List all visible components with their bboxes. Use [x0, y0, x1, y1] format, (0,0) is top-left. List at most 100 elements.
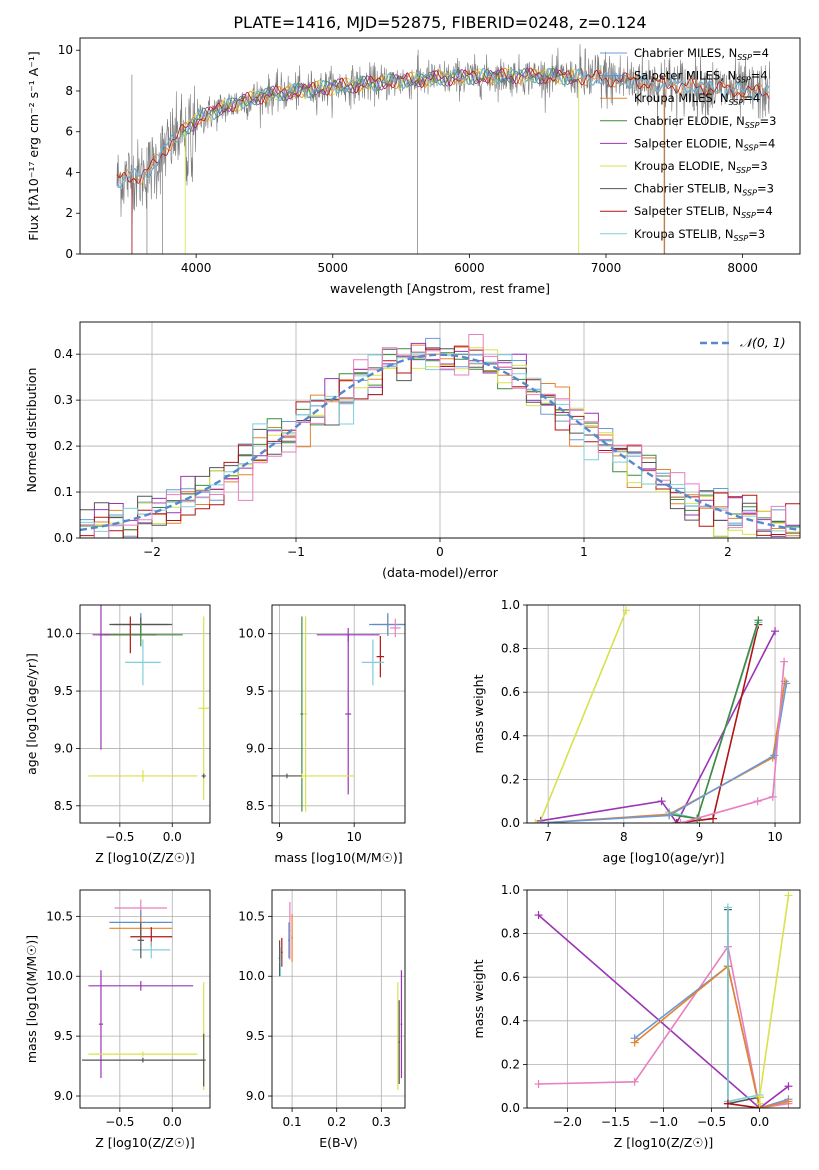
normal-curve — [80, 353, 800, 532]
y-tick-label: 0.0 — [501, 1101, 520, 1115]
y-tick-label: 9.0 — [246, 1089, 265, 1103]
errorbar-point — [361, 639, 385, 686]
x-tick-label: 0.0 — [163, 1115, 182, 1129]
y-tick-label: 10.0 — [46, 627, 73, 641]
axes-frame — [79, 889, 211, 1109]
x-tick-label: 4000 — [181, 261, 212, 275]
x-tick-label: 1 — [580, 545, 588, 559]
x-tick-label: 0.2 — [327, 1115, 346, 1129]
x-tick-label: 10 — [347, 830, 362, 844]
errorbar-point — [88, 770, 198, 782]
y-tick-label: 0.1 — [54, 485, 73, 499]
panel-mass_vs_EBV: 0.1 0.2 0.3 9.0 9.5 10.0 10.5 E(B-V) — [238, 889, 406, 1150]
x-tick-label: 0.3 — [372, 1115, 391, 1129]
x-tick-label: −1 — [287, 545, 305, 559]
errorbar-point — [280, 937, 283, 967]
model-spectrum-line — [182, 67, 579, 135]
legend-entry-0: Chabrier MILES, NSSP=4 — [634, 46, 769, 62]
x-tick-label: 0.0 — [163, 830, 182, 844]
y-tick-label: 9.5 — [246, 684, 265, 698]
series-line — [727, 909, 760, 1105]
errorbar-point — [125, 639, 161, 686]
y-axis-label: Normed distribution — [24, 368, 39, 493]
histogram-step — [80, 347, 800, 538]
axes-frame — [526, 604, 801, 824]
axes-frame — [79, 37, 801, 255]
axes-frame — [526, 889, 801, 1109]
errorbar-point — [98, 623, 183, 647]
axes-frame — [271, 889, 406, 1109]
x-axis-label: age [log10(age/yr)] — [603, 850, 725, 865]
panel-spectrum: 4000 5000 6000 7000 8000 0 2 4 6 8 10 wavelength [A… — [26, 37, 801, 296]
errorbar-point — [132, 941, 171, 959]
series-line — [676, 624, 760, 823]
series-line — [727, 907, 760, 1103]
errorbar-point — [300, 616, 304, 812]
errorbar-point — [88, 981, 194, 991]
model-spectrum-line — [116, 67, 770, 189]
mass-weight-series — [665, 618, 763, 823]
errorbar-point — [369, 613, 405, 636]
y-tick-label: 0.0 — [501, 816, 520, 830]
y-tick-label: 9.5 — [54, 1029, 73, 1043]
x-axis-label: E(B-V) — [319, 1135, 358, 1150]
y-axis-label: mass [log10(M/M☉)] — [24, 935, 39, 1063]
x-tick-label: 0.0 — [750, 1115, 769, 1129]
mass-weight-series — [665, 616, 763, 823]
y-tick-label: 0.2 — [501, 772, 520, 786]
x-axis-label: wavelength [Angstrom, rest frame] — [330, 281, 550, 296]
errorbar-point — [82, 1057, 204, 1063]
y-tick-label: 0.0 — [54, 531, 73, 545]
y-axis-label: age [log10(age/yr)] — [24, 653, 39, 775]
panel-cum_mass_vs_Z: −2.0 −1.5 −1.0 −0.5 0.0 0.0 0.2 0.4 0.6 0.8 1.0 Z [… — [471, 883, 801, 1150]
errorbar-point — [396, 982, 399, 1091]
panel-residuals: −2 −1 0 1 2 0.0 0.1 0.2 0.3 0.4 (data-model)/error… — [24, 321, 801, 580]
y-axis-label: Flux [fλ10⁻¹⁷ erg cm⁻² s⁻¹ A⁻¹] — [26, 51, 41, 240]
y-axis-label: mass weight — [471, 674, 486, 753]
plot-area — [531, 606, 791, 823]
axes-frame — [271, 604, 406, 824]
errorbar-point — [92, 605, 110, 750]
x-tick-label: −0.5 — [697, 1115, 726, 1129]
y-tick-label: 10.0 — [238, 627, 265, 641]
x-axis-label: mass [log10(M/M☉)] — [274, 850, 402, 865]
mass-weight-series — [723, 905, 764, 1108]
y-tick-label: 0.3 — [54, 393, 73, 407]
x-tick-label: 8 — [620, 830, 628, 844]
x-tick-label: 0.1 — [283, 1115, 302, 1129]
legend-entry-2: Kroupa MILES, NSSP=4 — [634, 91, 760, 107]
y-tick-label: 8.5 — [246, 799, 265, 813]
errorbar-point — [201, 1033, 206, 1087]
mass-weight-series — [534, 911, 793, 1108]
legend-entry-normal: 𝒩(0, 1) — [740, 335, 786, 350]
y-tick-label: 0.4 — [54, 347, 73, 361]
x-tick-label: 2 — [724, 545, 732, 559]
y-axis-label: mass weight — [471, 959, 486, 1038]
x-tick-label: 8000 — [727, 261, 758, 275]
panel-mass_vs_Z: −0.5 0.0 9.0 9.5 10.0 10.5 Z [log10(Z/Z☉)] mass… — [24, 889, 211, 1150]
legend-entry-3: Chabrier ELODIE, NSSP=3 — [634, 114, 776, 130]
axes-frame — [79, 604, 211, 824]
y-tick-label: 9.5 — [246, 1029, 265, 1043]
mass-weight-series — [531, 606, 631, 823]
legend-entry-7: Salpeter STELIB, NSSP=4 — [634, 204, 773, 220]
model-spectrum-line — [116, 67, 770, 188]
figure-title: PLATE=1416, MJD=52875, FIBERID=0248, z=0… — [233, 13, 646, 32]
series-line — [634, 964, 789, 1108]
x-axis-label: Z [log10(Z/Z☉)] — [95, 1135, 195, 1150]
plot-area — [116, 44, 771, 254]
panel-cum_mass_vs_age: 7 8 9 10 0.0 0.2 0.4 0.6 0.8 1.0 age [log10(age/yr… — [471, 598, 801, 865]
panel-age_vs_mass: 9 10 8.5 9.0 9.5 10.0 mass [log10(M/M☉)] — [238, 604, 406, 865]
y-tick-label: 0.8 — [501, 927, 520, 941]
y-tick-label: 0.6 — [501, 970, 520, 984]
model-spectrum-line — [116, 67, 770, 185]
y-tick-label: 9.0 — [54, 741, 73, 755]
y-tick-label: 10.0 — [46, 969, 73, 983]
errorbar-point — [88, 1051, 198, 1057]
y-tick-label: 0.2 — [54, 439, 73, 453]
plot-area — [278, 901, 403, 1091]
series-line — [534, 610, 627, 823]
histogram-step — [80, 345, 800, 538]
legend-entry-6: Chabrier STELIB, NSSP=3 — [634, 182, 774, 198]
y-tick-label: 6 — [65, 125, 73, 139]
